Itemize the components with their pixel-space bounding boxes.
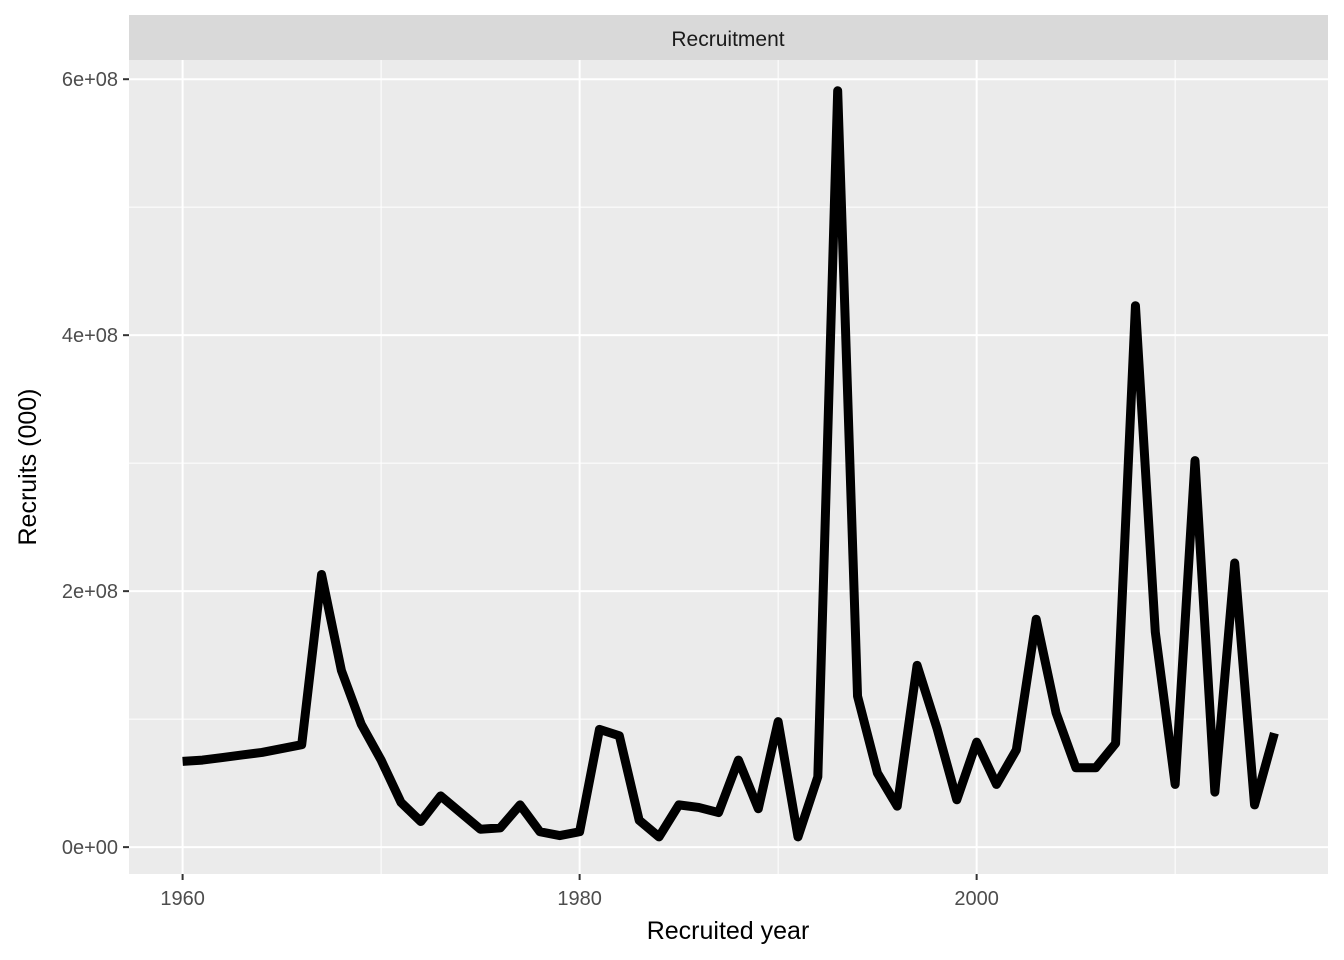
x-tick-label: 2000 bbox=[954, 888, 999, 910]
x-tick-label: 1980 bbox=[557, 888, 602, 910]
facet-strip-label: Recruitment bbox=[671, 28, 784, 51]
y-tick-label: 6e+08 bbox=[62, 69, 118, 91]
x-tick-label: 1960 bbox=[160, 888, 205, 910]
x-axis-title: Recruited year bbox=[647, 917, 810, 945]
series-line bbox=[182, 86, 1279, 842]
y-tick-label: 2e+08 bbox=[62, 581, 118, 603]
facet-strip bbox=[129, 15, 1328, 60]
y-axis-title: Recruits (000) bbox=[14, 389, 42, 546]
y-tick-label: 0e+00 bbox=[62, 837, 118, 859]
y-tick-label: 4e+08 bbox=[62, 325, 118, 347]
